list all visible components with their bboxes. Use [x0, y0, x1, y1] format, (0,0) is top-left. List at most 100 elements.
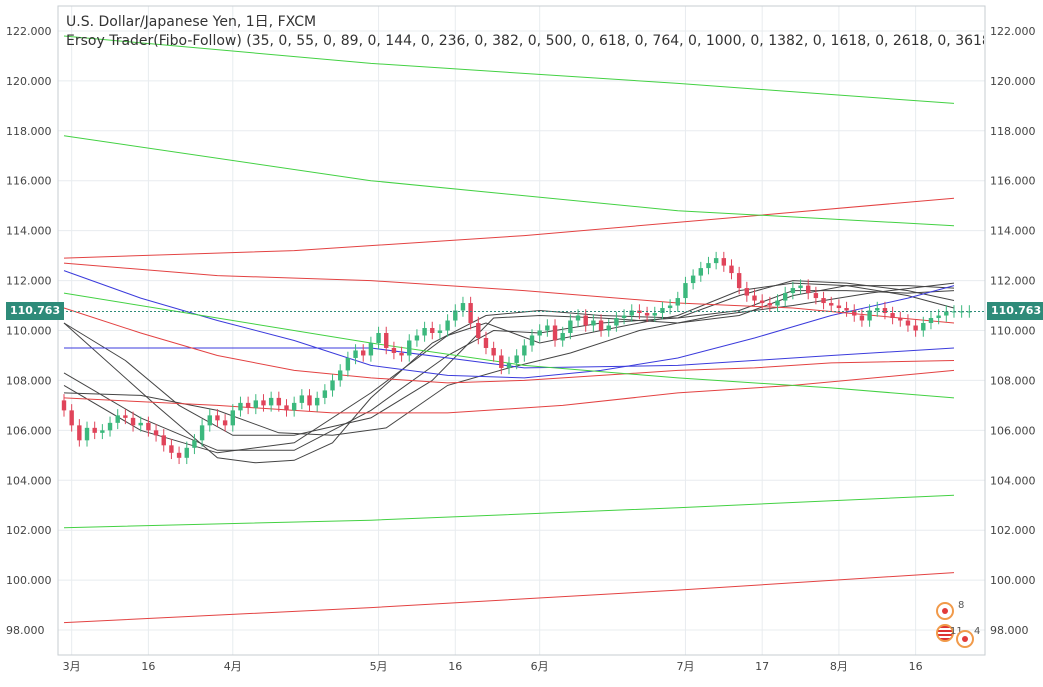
candle-body — [844, 308, 849, 311]
candle-body — [422, 328, 427, 336]
candle-body — [338, 370, 343, 381]
candle-body — [621, 315, 627, 319]
candle-body — [598, 320, 604, 331]
y-tick-label-right: 106.000 — [990, 424, 1036, 437]
candle-body — [268, 397, 274, 406]
candle-body — [529, 335, 535, 346]
candle-body — [77, 425, 82, 441]
x-tick-label: 5月 — [370, 660, 388, 673]
candle-body — [207, 415, 212, 426]
candle-body — [476, 323, 481, 338]
event-markers[interactable]: 8 11 4 — [930, 600, 990, 650]
y-tick-label-left: 122.000 — [6, 25, 52, 38]
y-tick-label-left: 114.000 — [6, 225, 52, 238]
candle-body — [345, 357, 351, 371]
candle-body — [307, 395, 312, 406]
candle-body — [146, 422, 151, 431]
y-tick-label-left: 110.000 — [6, 325, 52, 338]
candle-body — [967, 311, 972, 313]
candle-body — [184, 447, 189, 458]
candle-body — [284, 405, 289, 411]
candle-body — [936, 315, 941, 319]
candle-body — [660, 308, 665, 314]
candle-body — [629, 310, 634, 316]
indicator-line-15 — [63, 292, 955, 399]
candle-body — [153, 430, 159, 436]
candle-body — [721, 258, 727, 266]
y-axis-right[interactable]: 122.000 120.000 118.000 116.000 114.000 112.0… — [990, 25, 1036, 637]
candle-body — [591, 320, 596, 326]
candle-body — [430, 328, 435, 333]
chart-title[interactable]: U.S. Dollar/Japanese Yen, 1日, FXCM — [66, 14, 317, 30]
indicator-line-12 — [63, 572, 955, 624]
candle-body — [414, 335, 420, 341]
y-tick-label-right: 116.000 — [990, 175, 1036, 188]
candle-body — [713, 258, 719, 264]
y-tick-label-right: 98.000 — [990, 624, 1029, 637]
x-tick-label: 16 — [448, 660, 462, 673]
event-count-us: 11 — [950, 626, 963, 637]
x-tick-label: 16 — [909, 660, 923, 673]
candle-body — [84, 427, 90, 441]
candle-body — [61, 400, 67, 411]
candle-body — [614, 318, 619, 326]
y-tick-label-right: 122.000 — [990, 25, 1036, 38]
y-tick-label-right: 108.000 — [990, 374, 1036, 387]
y-tick-label-right: 102.000 — [990, 524, 1036, 537]
x-tick-label: 17 — [755, 660, 769, 673]
candle-body — [913, 325, 918, 331]
candle-body — [690, 275, 696, 284]
candle-body — [322, 390, 328, 398]
candle-body — [898, 318, 903, 321]
candle-body — [729, 265, 734, 274]
us-flag-icon[interactable] — [936, 624, 954, 642]
x-axis[interactable]: 3月 16 4月 5月 16 6月 7月 17 8月 16 — [63, 660, 923, 673]
candle-body — [245, 402, 251, 408]
y-axis-left[interactable]: 122.000 120.000 118.000 116.000 114.000 112.0… — [6, 25, 52, 637]
candle-body — [123, 415, 128, 418]
indicator-line-9 — [63, 369, 955, 414]
candle-body — [752, 295, 757, 301]
candle-body — [453, 310, 458, 321]
candle-body — [261, 400, 266, 406]
candle-body — [176, 452, 182, 458]
y-tick-label-right: 118.000 — [990, 125, 1036, 138]
candle-body — [782, 293, 788, 301]
candle-body — [775, 300, 780, 306]
candle-body — [330, 380, 335, 391]
y-tick-label-left: 112.000 — [6, 275, 52, 288]
indicator-line-11 — [63, 197, 955, 259]
japan-flag-icon-2[interactable] — [956, 630, 974, 648]
candle-body — [222, 420, 228, 426]
y-tick-label-right: 110.000 — [990, 325, 1036, 338]
candle-body — [169, 445, 174, 453]
candle-body — [506, 362, 512, 368]
candle-body — [399, 352, 404, 356]
candle-body — [230, 410, 235, 426]
candle-body — [806, 285, 811, 294]
candle-body — [744, 288, 750, 296]
last-price-tag-right: 110.763 — [987, 302, 1043, 320]
candle-body — [138, 422, 143, 426]
candle-body — [644, 313, 650, 316]
candle-body — [698, 268, 703, 276]
candles — [61, 251, 972, 465]
indicator-line-8 — [63, 307, 955, 384]
japan-flag-icon[interactable] — [936, 602, 954, 620]
event-count-jp: 8 — [958, 600, 965, 611]
y-tick-label-left: 118.000 — [6, 125, 52, 138]
candle-body — [130, 417, 136, 426]
indicator-line-6 — [63, 270, 955, 379]
candle-body — [821, 298, 826, 304]
candle-body — [314, 397, 320, 406]
candle-body — [491, 347, 496, 356]
candle-body — [959, 311, 964, 313]
indicator-legend[interactable]: Ersoy Trader(Fibo-Follow) (35, 0, 55, 0,… — [66, 33, 984, 49]
candle-body — [353, 350, 358, 358]
candle-body — [736, 273, 742, 289]
candle-body — [921, 323, 926, 331]
candle-body — [100, 430, 105, 433]
candle-body — [875, 308, 880, 311]
candle-body — [852, 310, 857, 316]
